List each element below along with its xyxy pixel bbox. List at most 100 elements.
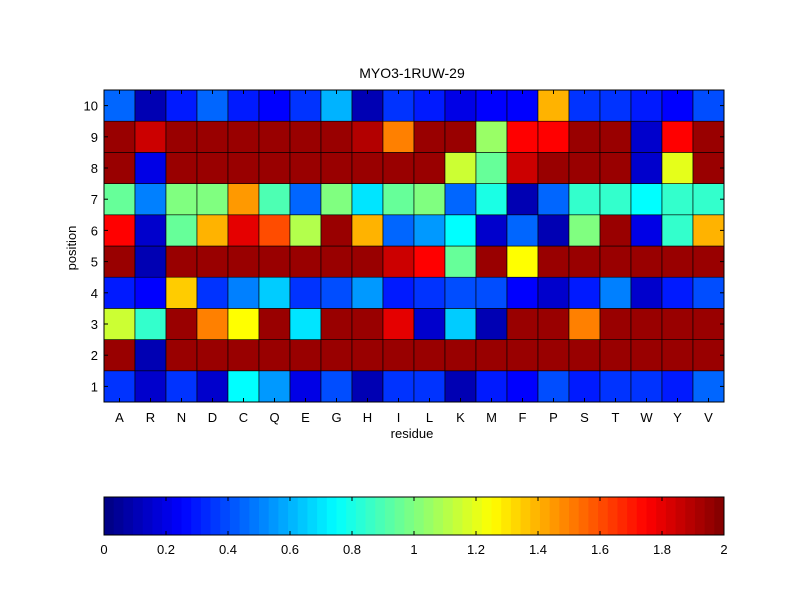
- colorbar-segment: [694, 497, 706, 535]
- heatmap-cell: [103, 370, 136, 403]
- colorbar-segment: [375, 497, 386, 535]
- colorbar-segment: [646, 497, 657, 535]
- heatmap-cell: [320, 89, 353, 122]
- colorbar-segment: [113, 497, 124, 535]
- heatmap-cell: [165, 214, 198, 247]
- heatmap-cell: [258, 120, 291, 153]
- colorbar-segment: [675, 497, 686, 535]
- heatmap-cell: [599, 152, 632, 184]
- heatmap-cell: [506, 152, 539, 184]
- colorbar-segment: [704, 497, 715, 535]
- x-tick-label: D: [208, 410, 217, 425]
- heatmap-cell: [289, 370, 322, 403]
- colorbar-segment: [588, 497, 599, 535]
- heatmap-cell: [289, 339, 322, 372]
- heatmap-cell: [351, 214, 384, 247]
- colorbar-segment: [549, 497, 560, 535]
- y-tick-label: 4: [91, 286, 98, 301]
- heatmap-cell: [320, 152, 353, 184]
- heatmap-cell: [289, 276, 322, 309]
- heatmap-cell: [444, 370, 477, 403]
- heatmap-cell: [165, 308, 198, 340]
- heatmap-cell: [227, 89, 260, 122]
- colorbar-segment: [229, 497, 241, 535]
- x-tick-label: L: [426, 410, 433, 425]
- heatmap-cell: [103, 276, 136, 309]
- heatmap-cell: [134, 339, 167, 372]
- x-tick-label: T: [612, 410, 620, 425]
- heatmap-cell: [227, 339, 260, 372]
- heatmap-cell: [258, 370, 291, 403]
- colorbar-segment: [346, 497, 357, 535]
- heatmap-cell: [475, 89, 508, 122]
- colorbar-tick-label: 0.2: [157, 542, 175, 557]
- heatmap-cell: [103, 183, 136, 216]
- heatmap-cell: [134, 370, 167, 403]
- x-tick-label: N: [177, 410, 186, 425]
- heatmap-cell: [599, 370, 632, 403]
- x-tick-label: Y: [673, 410, 682, 425]
- heatmap-cell: [537, 276, 570, 309]
- heatmap-cell: [692, 308, 725, 340]
- heatmap-cell: [258, 152, 291, 184]
- heatmap-cell: [661, 308, 694, 340]
- colorbar: [104, 497, 725, 535]
- heatmap-cell: [382, 152, 415, 184]
- heatmap-cell: [444, 308, 477, 340]
- colorbar-segment: [617, 497, 628, 535]
- colorbar-segment: [714, 497, 725, 535]
- colorbar-tick-label: 0.4: [219, 542, 237, 557]
- heatmap-cell: [134, 245, 167, 278]
- heatmap-cell: [320, 120, 353, 153]
- heatmap-cell: [227, 214, 260, 247]
- chart-title: MYO3-1RUW-29: [359, 65, 465, 81]
- x-tick-label: Q: [269, 410, 279, 425]
- heatmap-cell: [568, 89, 601, 122]
- colorbar-segment: [569, 497, 580, 535]
- heatmap-cell: [258, 276, 291, 309]
- heatmap-cell: [227, 245, 260, 278]
- heatmap-cell: [537, 120, 570, 153]
- heatmap-cell: [196, 370, 229, 403]
- heatmap-cell: [599, 339, 632, 372]
- heatmap-cell: [599, 276, 632, 309]
- heatmap-cell: [196, 89, 229, 122]
- colorbar-segment: [288, 497, 299, 535]
- colorbar-segment: [414, 497, 425, 535]
- heatmap-cell: [599, 308, 632, 340]
- heatmap-cell: [413, 120, 446, 153]
- heatmap-cell: [568, 183, 601, 216]
- heatmap-cell: [165, 152, 198, 184]
- colorbar-segment: [239, 497, 250, 535]
- heatmap-cell: [568, 370, 601, 403]
- heatmap-cell: [475, 276, 508, 309]
- heatmap-cell: [413, 152, 446, 184]
- x-tick-label: F: [519, 410, 527, 425]
- heatmap-cell: [382, 120, 415, 153]
- heatmap-cell: [165, 276, 198, 309]
- heatmap-cell: [630, 120, 663, 153]
- colorbar-segment: [152, 497, 163, 535]
- y-tick-label: 3: [91, 317, 98, 332]
- heatmap-cell: [661, 245, 694, 278]
- colorbar-segment: [491, 497, 502, 535]
- colorbar-tick-label: 0.8: [343, 542, 361, 557]
- heatmap-cell: [661, 370, 694, 403]
- colorbar-segment: [501, 497, 512, 535]
- heatmap-cell: [475, 245, 508, 278]
- colorbar-segment: [520, 497, 531, 535]
- x-tick-label: I: [397, 410, 401, 425]
- heatmap-cell: [413, 370, 446, 403]
- colorbar-segment: [394, 497, 405, 535]
- heatmap-cell: [382, 276, 415, 309]
- colorbar-tick-label: 2: [720, 542, 727, 557]
- heatmap-cell: [320, 339, 353, 372]
- heatmap-cell: [258, 308, 291, 340]
- heatmap-cell: [444, 183, 477, 216]
- colorbar-segment: [259, 497, 270, 535]
- heatmap-cell: [165, 370, 198, 403]
- colorbar-segment: [656, 497, 667, 535]
- heatmap-cell: [661, 152, 694, 184]
- colorbar-segment: [443, 497, 454, 535]
